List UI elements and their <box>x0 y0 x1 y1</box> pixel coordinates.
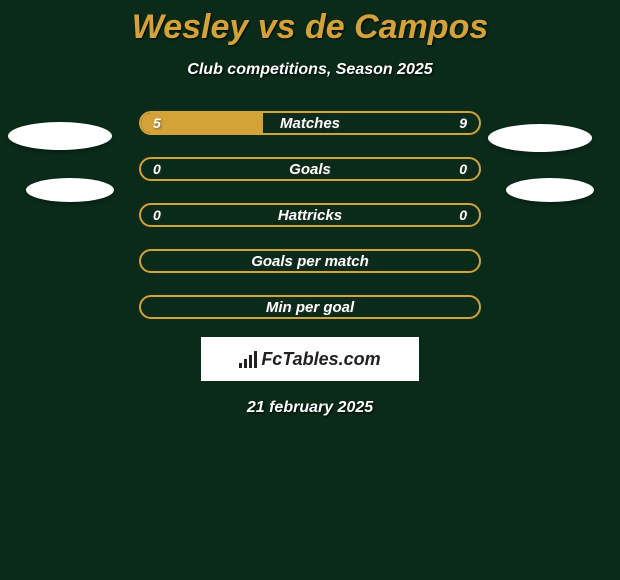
ellipse-mid-left <box>26 178 114 202</box>
stat-left-value: 5 <box>153 115 161 131</box>
stat-right-value: 0 <box>459 207 467 223</box>
logo-text: FcTables.com <box>261 349 380 370</box>
stat-left-value: 0 <box>153 207 161 223</box>
ellipse-top-left <box>8 122 112 150</box>
stat-row: 5 Matches 9 <box>139 111 481 135</box>
stat-right-value: 9 <box>459 115 467 131</box>
page-title: Wesley vs de Campos <box>0 0 620 47</box>
ellipse-top-right <box>488 124 592 152</box>
stat-row: Min per goal <box>139 295 481 319</box>
stat-label: Matches <box>280 115 340 132</box>
stat-right-value: 0 <box>459 161 467 177</box>
subtitle: Club competitions, Season 2025 <box>0 61 620 79</box>
stats-container: 5 Matches 9 0 Goals 0 0 Hattricks 0 Goals per mat… <box>139 111 481 319</box>
stat-left-value: 0 <box>153 161 161 177</box>
stat-label: Hattricks <box>278 207 342 224</box>
date-text: 21 february 2025 <box>0 399 620 417</box>
stat-row: 0 Goals 0 <box>139 157 481 181</box>
stat-label: Goals <box>289 161 331 178</box>
ellipse-mid-right <box>506 178 594 202</box>
logo-box[interactable]: FcTables.com <box>201 337 419 381</box>
chart-icon <box>239 350 257 368</box>
stat-label: Goals per match <box>251 253 369 270</box>
stat-label: Min per goal <box>266 299 354 316</box>
stat-row: Goals per match <box>139 249 481 273</box>
stat-row: 0 Hattricks 0 <box>139 203 481 227</box>
